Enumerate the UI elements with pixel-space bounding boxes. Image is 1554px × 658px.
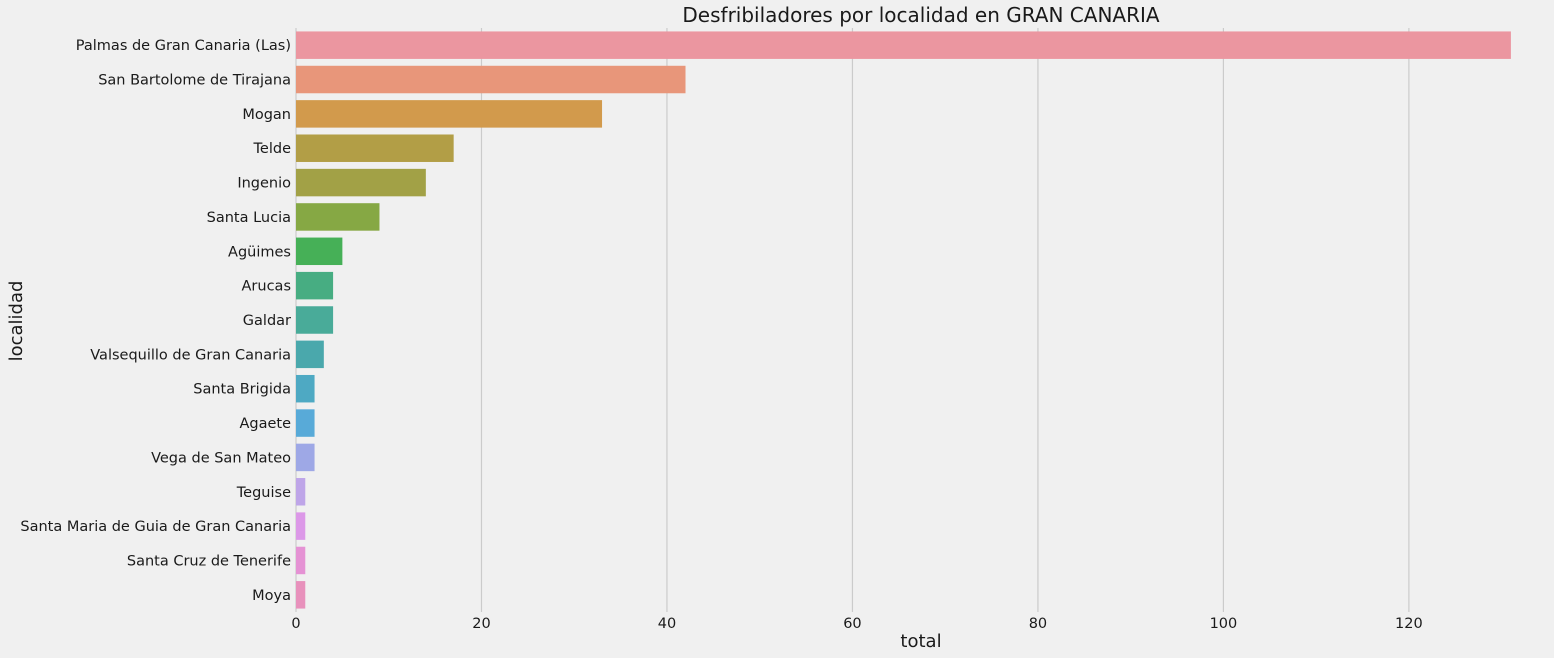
y-tick-label: Santa Brigida	[193, 382, 291, 398]
x-tick-label: 20	[472, 616, 490, 632]
bar	[296, 409, 315, 436]
x-tick-label: 80	[1029, 616, 1047, 632]
bar	[296, 547, 305, 574]
x-tick-label: 40	[658, 616, 676, 632]
y-tick-label: Arucas	[242, 279, 291, 295]
bar	[296, 203, 379, 230]
y-tick-label: Agüimes	[228, 244, 291, 260]
bar	[296, 169, 426, 196]
y-tick-label: Agaete	[239, 416, 291, 432]
y-tick-label: Teguise	[236, 485, 291, 501]
x-tick-label: 60	[843, 616, 861, 632]
chart-title: Desfribiladores por localidad en GRAN CA…	[682, 3, 1159, 27]
bar	[296, 581, 305, 608]
x-tick-labels: 0 20 40 60 80 100 120	[291, 616, 1422, 632]
y-tick-labels: Palmas de Gran Canaria (Las) San Bartolom…	[20, 38, 291, 604]
bar	[296, 306, 333, 333]
y-tick-label: San Bartolome de Tirajana	[98, 73, 291, 89]
y-tick-label: Ingenio	[237, 176, 291, 192]
y-tick-label: Mogan	[242, 107, 291, 123]
y-tick-label: Telde	[253, 141, 292, 157]
y-tick-label: Palmas de Gran Canaria (Las)	[76, 38, 291, 54]
y-tick-label: Vega de San Mateo	[151, 450, 291, 466]
bar	[296, 134, 454, 161]
y-tick-label: Santa Cruz de Tenerife	[127, 553, 291, 569]
bar	[296, 272, 333, 299]
bar-layer	[296, 31, 1511, 608]
bar	[296, 31, 1511, 58]
y-tick-label: Valsequillo de Gran Canaria	[90, 347, 291, 363]
x-tick-label: 0	[291, 616, 300, 632]
bar	[296, 66, 686, 93]
x-tick-label: 120	[1395, 616, 1423, 632]
bar	[296, 238, 342, 265]
bar	[296, 512, 305, 539]
y-tick-label: Moya	[252, 588, 291, 604]
bar	[296, 444, 315, 471]
bar	[296, 478, 305, 505]
bar	[296, 100, 602, 127]
x-axis-label: total	[900, 631, 941, 652]
y-axis-label: localidad	[6, 281, 27, 362]
y-tick-label: Santa Maria de Guia de Gran Canaria	[20, 519, 291, 535]
bar	[296, 375, 315, 402]
bar	[296, 341, 324, 368]
y-tick-label: Santa Lucia	[207, 210, 291, 226]
x-tick-label: 100	[1210, 616, 1238, 632]
y-tick-label: Galdar	[243, 313, 291, 329]
